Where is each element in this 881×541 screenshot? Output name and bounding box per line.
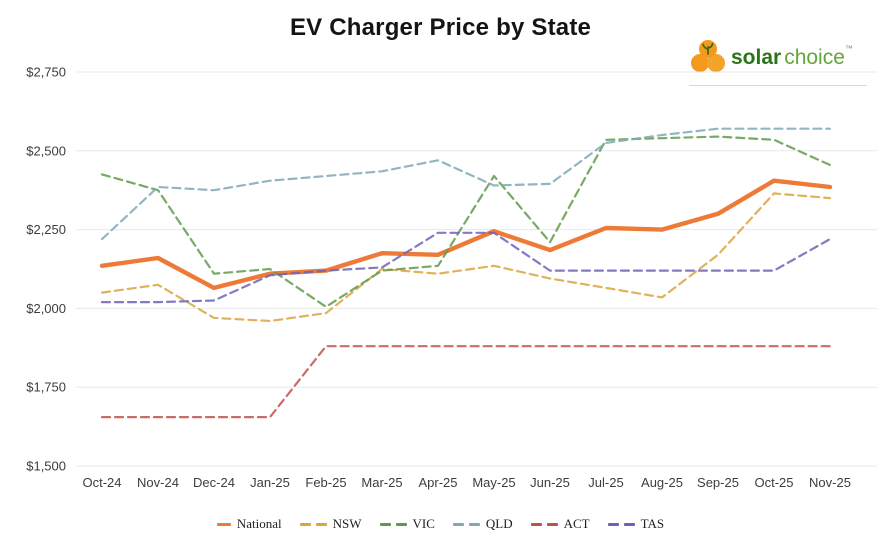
- legend-item-qld[interactable]: QLD: [452, 516, 513, 532]
- x-axis-tick-label: Jul-25: [588, 475, 623, 490]
- logo-word-choice: choice: [784, 45, 845, 69]
- y-axis-tick-label: $1,750: [26, 380, 66, 395]
- legend-label: TAS: [640, 516, 665, 531]
- legend-swatch-nsw: [299, 522, 327, 526]
- series-line-national: [99, 178, 833, 291]
- logo-trademark: ™: [844, 43, 853, 53]
- series-line-act: [100, 345, 832, 419]
- chart-legend: National NSW VIC QLD ACT TAS: [0, 516, 881, 532]
- legend-item-vic[interactable]: VIC: [379, 516, 435, 532]
- legend-swatch-tas: [607, 522, 635, 526]
- x-axis-tick-label: Mar-25: [361, 475, 402, 490]
- y-axis-tick-label: $2,000: [26, 301, 66, 316]
- x-axis-tick-label: Apr-25: [418, 475, 457, 490]
- solarchoice-logo-text: solar choice™: [731, 43, 853, 69]
- x-axis-tick-label: May-25: [472, 475, 515, 490]
- legend-swatch-qld: [452, 522, 480, 526]
- solarchoice-logo: solar choice™: [689, 38, 867, 86]
- logo-word-solar: solar: [731, 45, 782, 69]
- x-axis-tick-label: Feb-25: [305, 475, 346, 490]
- legend-item-tas[interactable]: TAS: [607, 516, 665, 532]
- x-axis-tick-label: Nov-25: [809, 475, 851, 490]
- x-axis-tick-label: Sep-25: [697, 475, 739, 490]
- legend-item-national[interactable]: National: [216, 516, 282, 532]
- y-axis-tick-label: $2,750: [26, 65, 66, 80]
- legend-label: National: [236, 516, 282, 531]
- legend-swatch-act: [530, 522, 558, 526]
- x-axis-tick-label: Aug-25: [641, 475, 683, 490]
- series-line-vic: [100, 135, 832, 308]
- x-axis-tick-label: Jan-25: [250, 475, 290, 490]
- legend-label: NSW: [332, 516, 362, 531]
- legend-swatch-vic: [379, 522, 407, 526]
- series-line-nsw: [100, 192, 832, 323]
- x-axis-tick-label: Jun-25: [530, 475, 570, 490]
- series-line-tas: [100, 231, 832, 304]
- y-axis-tick-label: $1,500: [26, 459, 66, 474]
- solarchoice-logo-icon: [691, 40, 725, 72]
- x-axis-tick-label: Nov-24: [137, 475, 179, 490]
- x-axis-tick-label: Oct-24: [82, 475, 121, 490]
- y-axis-tick-label: $2,250: [26, 222, 66, 237]
- x-axis-tick-label: Oct-25: [754, 475, 793, 490]
- legend-label: VIC: [412, 516, 435, 531]
- chart-title: EV Charger Price by State: [289, 14, 592, 41]
- x-axis-tick-label: Dec-24: [193, 475, 235, 490]
- series-line-qld: [100, 127, 832, 241]
- legend-label: ACT: [563, 516, 590, 531]
- legend-swatch-national: [216, 522, 231, 526]
- legend-label: QLD: [485, 516, 513, 531]
- y-axis-tick-label: $2,500: [26, 143, 66, 158]
- legend-item-act[interactable]: ACT: [530, 516, 590, 532]
- legend-item-nsw[interactable]: NSW: [299, 516, 362, 532]
